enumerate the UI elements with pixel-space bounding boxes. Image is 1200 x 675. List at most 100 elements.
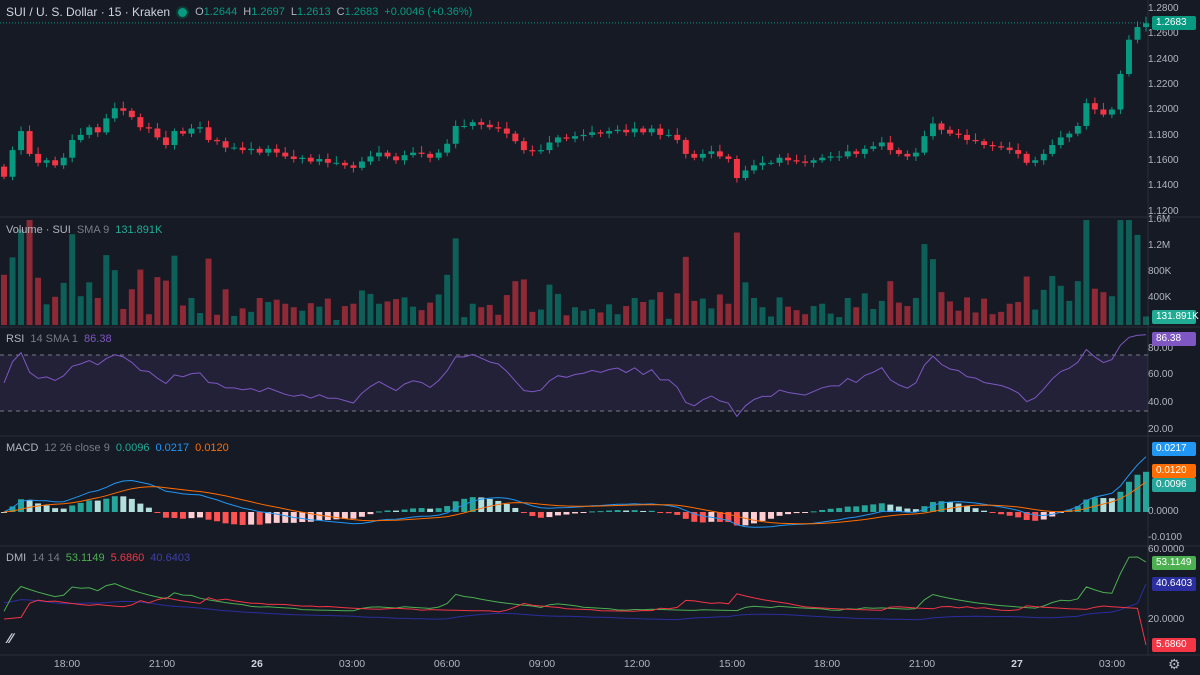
volume-bar [162, 280, 169, 325]
volume-bar [520, 279, 527, 325]
macd-label: MACD [6, 442, 39, 454]
high-value: 1.2697 [251, 6, 285, 18]
candle-body [282, 152, 289, 157]
macd-histogram-bar [1108, 498, 1115, 512]
volume-legend[interactable]: Volume · SUI SMA 9 131.891K [6, 224, 162, 236]
candle-body [682, 139, 689, 154]
volume-bar [580, 310, 587, 325]
price-axis-label: 1.1400 [1148, 180, 1179, 191]
gear-icon[interactable]: ⚙ [1168, 656, 1181, 672]
candle-body [179, 131, 186, 134]
candle-body [554, 137, 561, 143]
volume-bar [648, 299, 655, 325]
macd-histogram-bar [512, 507, 519, 512]
macd-signal-line [3, 481, 1147, 525]
candle-body [537, 150, 544, 152]
macd-histogram-bar [273, 512, 280, 523]
volume-bar [239, 308, 246, 325]
macd-histogram-bar [1083, 499, 1090, 512]
macd-histogram-bar [103, 498, 110, 512]
macd-histogram-bar [1023, 512, 1030, 521]
volume-bar [989, 314, 996, 325]
volume-bar [299, 310, 306, 325]
macd-histogram-bar [137, 503, 144, 512]
macd-histogram-bar [316, 512, 323, 521]
candle-body [248, 148, 255, 151]
macd-histogram-bar [546, 512, 553, 518]
volume-bar [435, 294, 442, 325]
macd-histogram-bar [393, 510, 400, 512]
macd-histogram-bar [231, 512, 238, 525]
candle-body [273, 148, 280, 153]
candle-body [1117, 73, 1124, 110]
volume-bar [1091, 288, 1098, 325]
volume-bar [674, 293, 681, 325]
open-value: 1.2644 [203, 6, 238, 18]
candle-body [316, 158, 323, 162]
macd-histogram-bar [912, 509, 919, 512]
macd-histogram-bar [648, 510, 655, 512]
candle-body [648, 128, 655, 133]
macd-histogram-bar [878, 503, 885, 512]
candle-body [1083, 103, 1090, 126]
candle-body [162, 137, 169, 146]
rsi-legend[interactable]: RSI 14 SMA 1 86.38 [6, 333, 112, 345]
volume-bar [60, 282, 67, 325]
candle-body [1015, 150, 1022, 154]
volume-bar [1032, 309, 1039, 325]
candle-body [503, 128, 510, 134]
dmi-legend[interactable]: DMI 14 14 53.1149 5.6860 40.6403 [6, 552, 190, 564]
symbol-title[interactable]: SUI / U. S. Dollar · 15 · Kraken [6, 5, 171, 19]
volume-bar [972, 312, 979, 325]
candle-body [844, 151, 851, 157]
volume-bar [307, 303, 314, 325]
volume-bar [716, 294, 723, 325]
candle-body [665, 134, 672, 136]
candle-body [1066, 133, 1073, 138]
macd-histogram-bar [214, 512, 221, 522]
macd-axis-label: -0.0100 [1148, 532, 1182, 543]
macd-histogram-bar [802, 512, 809, 513]
macd-histogram-bar [503, 503, 510, 512]
candle-body [1049, 145, 1056, 154]
volume-bar [401, 297, 408, 325]
macd-histogram-bar [1125, 481, 1132, 512]
candle-body [750, 165, 757, 171]
candle-body [376, 152, 382, 157]
macd-histogram-bar [52, 508, 59, 512]
candle-body [904, 153, 911, 157]
volume-bar [205, 258, 212, 325]
volume-bar [725, 303, 732, 325]
volume-bar [870, 308, 877, 325]
candle-body [410, 152, 417, 156]
macd-histogram-bar [435, 508, 442, 512]
volume-bar [503, 295, 510, 325]
candle-body [265, 148, 272, 153]
price-axis-label: 1.2800 [1148, 3, 1179, 14]
macd-tag: 0.0217 [1152, 442, 1196, 456]
macd-histogram-bar [657, 512, 664, 513]
volume-bar [290, 307, 297, 325]
candle-body [418, 152, 425, 154]
macd-histogram-bar [35, 503, 42, 512]
candle-body [367, 156, 374, 162]
volume-bar [606, 304, 613, 325]
candle-body [358, 161, 365, 168]
macd-histogram-bar [989, 512, 996, 513]
volume-bar [145, 314, 152, 325]
candle-body [137, 117, 144, 128]
volume-bar [947, 301, 953, 325]
candle-body [938, 123, 945, 130]
candle-body [205, 127, 212, 140]
tradingview-logo-icon[interactable]: ∕∕ [8, 630, 13, 646]
macd-histogram-bar [452, 501, 459, 512]
volume-bar [1108, 296, 1115, 325]
price-axis-label: 1.2000 [1148, 104, 1179, 115]
macd-histogram-bar [955, 503, 962, 512]
volume-bar [998, 311, 1005, 325]
candle-body [802, 161, 809, 163]
volume-bar [853, 307, 860, 325]
volume-bar [384, 301, 391, 325]
macd-legend[interactable]: MACD 12 26 close 9 0.0096 0.0217 0.0120 [6, 442, 229, 454]
